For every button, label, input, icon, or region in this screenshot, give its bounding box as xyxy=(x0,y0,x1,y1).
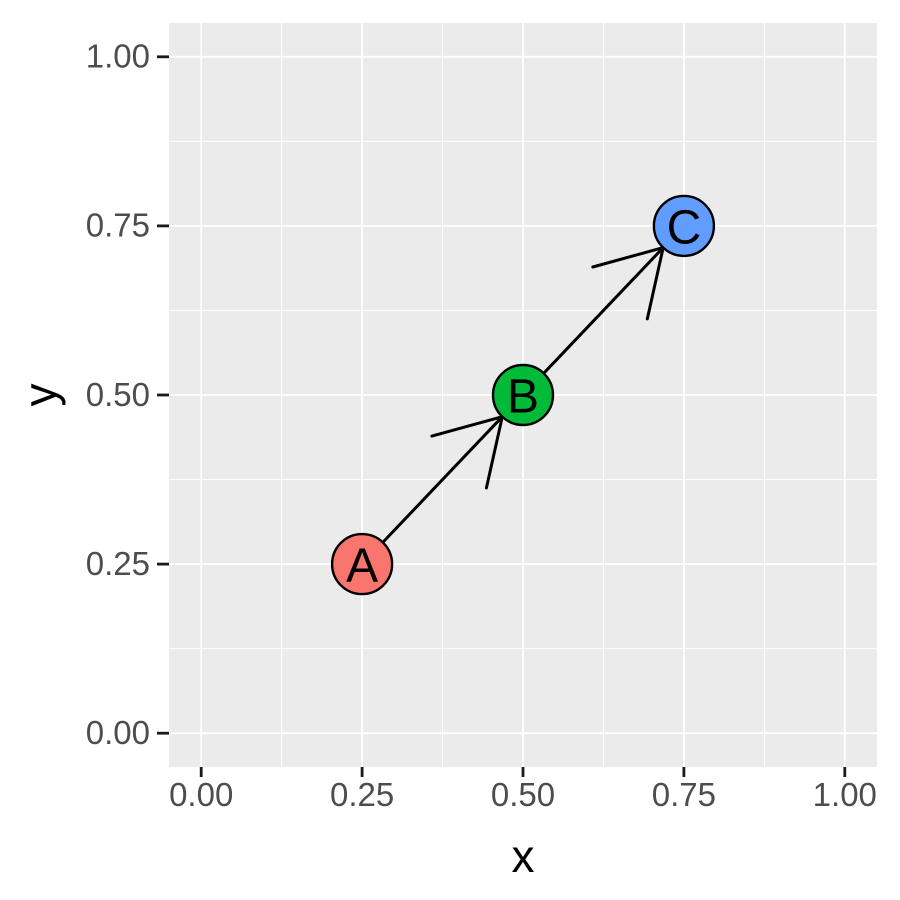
svg-text:0.25: 0.25 xyxy=(330,776,394,813)
svg-text:0.75: 0.75 xyxy=(86,207,150,244)
svg-text:0.25: 0.25 xyxy=(86,545,150,582)
svg-text:A: A xyxy=(346,540,378,593)
svg-text:x: x xyxy=(512,830,535,882)
svg-text:y: y xyxy=(14,384,66,407)
svg-text:1.00: 1.00 xyxy=(86,38,150,75)
svg-text:0.50: 0.50 xyxy=(491,776,555,813)
svg-text:C: C xyxy=(667,201,702,254)
svg-text:1.00: 1.00 xyxy=(813,776,877,813)
svg-text:0.00: 0.00 xyxy=(169,776,233,813)
svg-text:0.50: 0.50 xyxy=(86,376,150,413)
svg-text:0.75: 0.75 xyxy=(652,776,716,813)
svg-text:0.00: 0.00 xyxy=(86,714,150,751)
svg-text:B: B xyxy=(507,370,539,423)
